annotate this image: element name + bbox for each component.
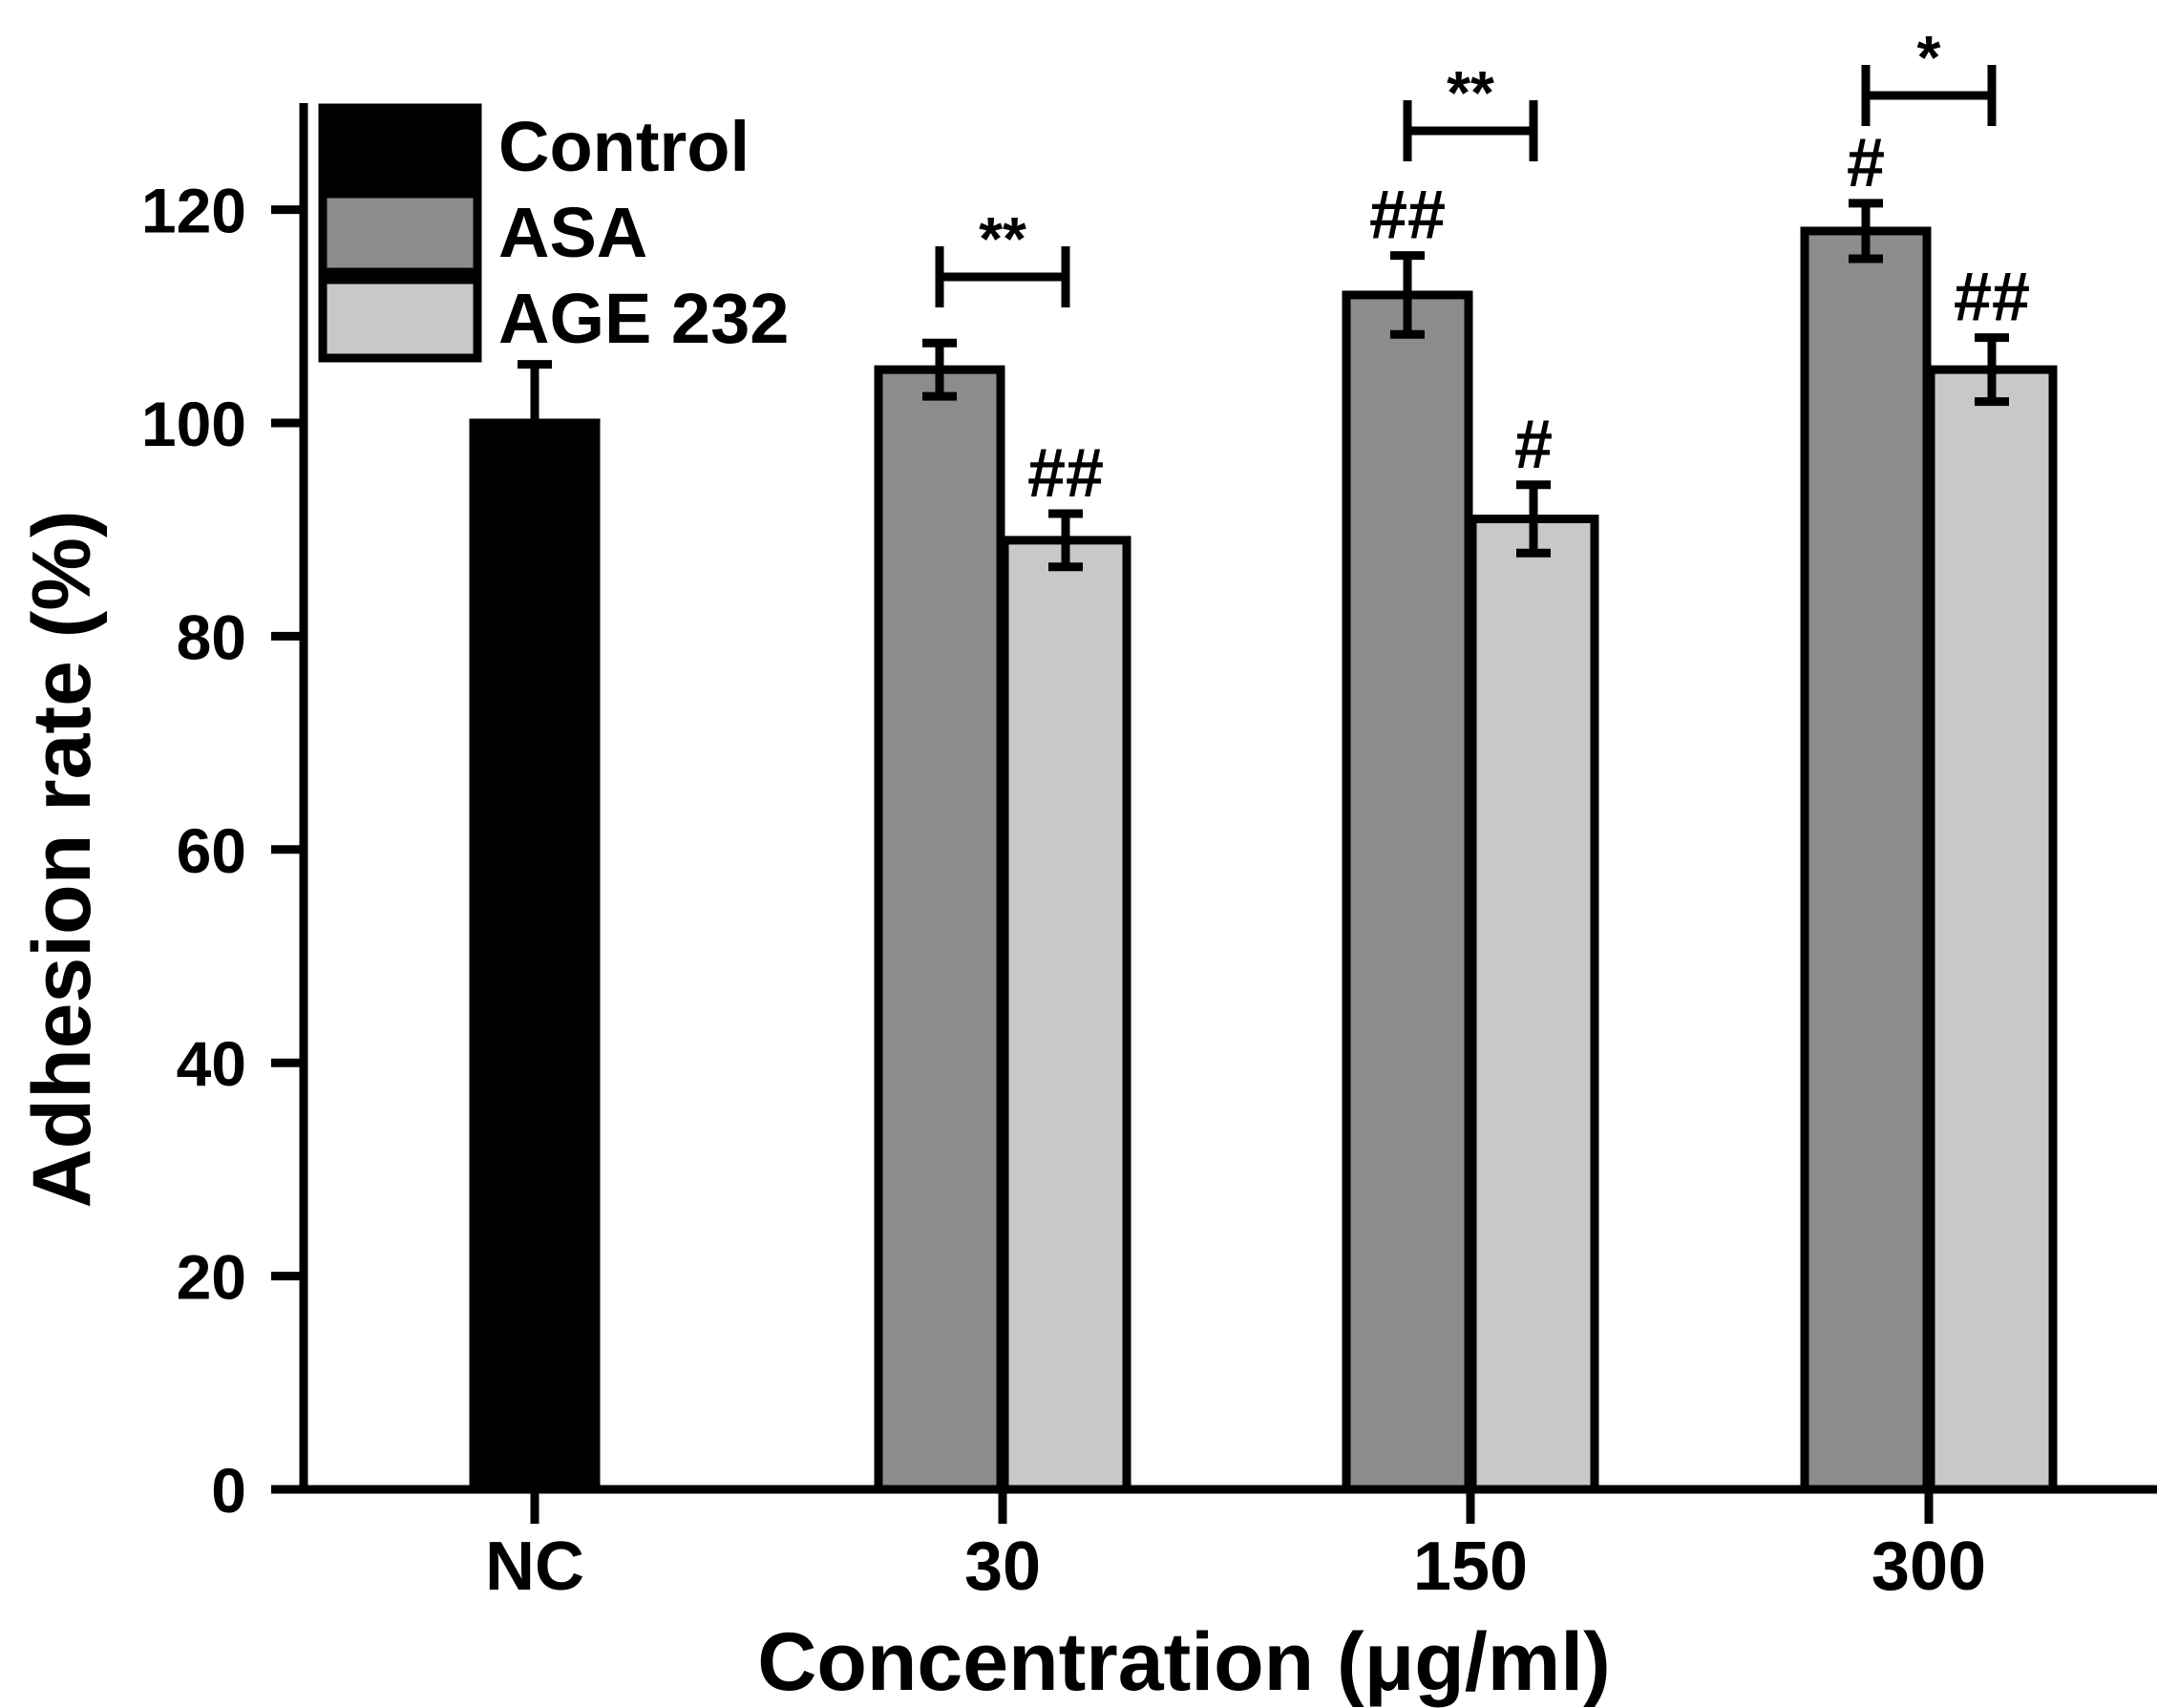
legend-swatch <box>318 275 482 363</box>
x-tick-label-300: 300 <box>1872 1529 1986 1605</box>
legend-entry-asa: ASA <box>318 189 647 277</box>
y-tick-label-0: 0 <box>211 1455 246 1526</box>
y-tick-label-120: 120 <box>141 176 246 246</box>
bar-age-232-300 <box>1926 365 2058 1494</box>
legend-swatch <box>318 189 482 277</box>
error-bar-asa-300 <box>1849 199 1883 264</box>
legend-swatch <box>318 103 482 191</box>
error-bars-layer <box>518 199 2009 572</box>
y-tick-label-80: 80 <box>177 601 246 672</box>
bar-asa-30 <box>874 365 1005 1494</box>
y-tick-label-100: 100 <box>141 389 246 459</box>
error-bar-age-232-30 <box>1048 509 1083 572</box>
comparison-label-300: * <box>1917 23 1941 92</box>
y-tick-label-20: 20 <box>177 1242 246 1313</box>
bar-age-232-150 <box>1468 515 1599 1494</box>
annotations-layer: ##### ###***** <box>935 23 2030 512</box>
significance-hash-age-232-300: ## <box>1954 260 2030 336</box>
y-axis-title: Adhesion rate (%) <box>16 510 108 1208</box>
legend-label: ASA <box>498 193 647 272</box>
axes-layer: 0 20 40 60 80 100 120 NC 30 150 300 <box>141 103 2157 1605</box>
error-bar-control-nc <box>518 360 552 423</box>
error-bar-age-232-150 <box>1516 480 1551 558</box>
comparison-bracket-30: ** <box>935 204 1070 307</box>
x-tick-label-30: 30 <box>964 1529 1041 1605</box>
y-tick-label-40: 40 <box>177 1028 246 1099</box>
error-bar-age-232-300 <box>1975 333 2009 407</box>
error-bar-asa-30 <box>922 338 957 401</box>
bar-asa-150 <box>1342 290 1473 1494</box>
legend-entry-control: Control <box>318 103 750 191</box>
bar-age-232-30 <box>1000 536 1131 1494</box>
comparison-label-30: ** <box>979 204 1026 273</box>
significance-hash-age-232-30: ## <box>1027 435 1104 512</box>
error-bar-asa-150 <box>1390 251 1425 339</box>
bars-layer <box>469 226 2058 1494</box>
legend-label: Control <box>498 107 750 186</box>
significance-hash-asa-150: ## <box>1369 178 1446 254</box>
y-tick-label-60: 60 <box>177 815 246 886</box>
legend-label: AGE 232 <box>498 279 789 358</box>
bar-control-nc <box>469 418 601 1494</box>
comparison-label-150: ** <box>1447 58 1494 127</box>
significance-hash-asa-300: # <box>1847 125 1885 201</box>
x-tick-label-150: 150 <box>1413 1529 1528 1605</box>
comparison-bracket-150: ** <box>1403 58 1538 161</box>
x-axis-title: Concentration (μg/ml) <box>757 1616 1610 1708</box>
x-tick-label-nc: NC <box>485 1529 584 1605</box>
significance-hash-age-232-150: # <box>1514 407 1553 483</box>
bar-asa-300 <box>1800 226 1932 1494</box>
legend-entry-age-232: AGE 232 <box>318 275 789 363</box>
comparison-bracket-300: * <box>1861 23 1997 126</box>
